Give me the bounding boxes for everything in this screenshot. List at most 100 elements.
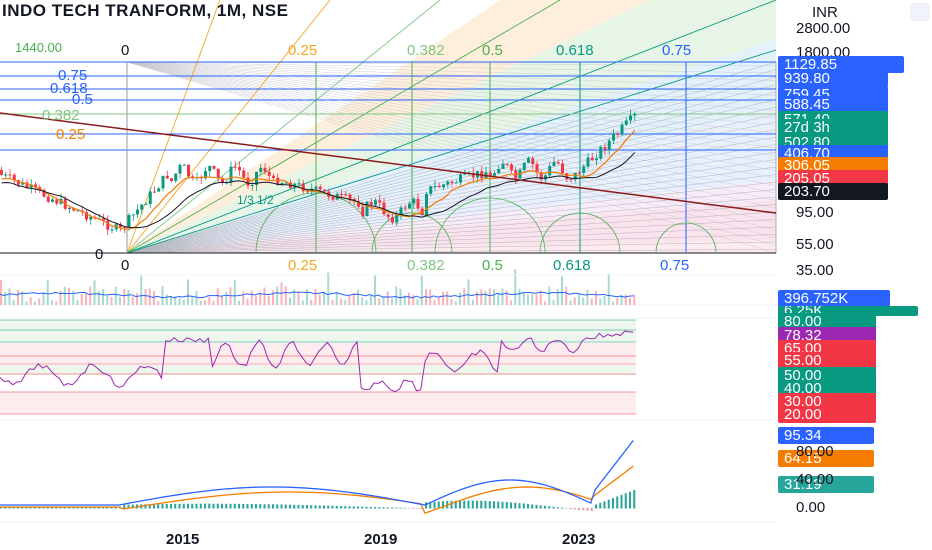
candle	[488, 172, 492, 176]
fan-line	[126, 61, 777, 134]
macd-histogram	[187, 503, 189, 509]
volume-bar	[391, 298, 393, 305]
fan-line	[126, 196, 777, 254]
macd-histogram	[569, 508, 572, 510]
currency-label[interactable]: INR	[812, 4, 838, 21]
candle	[297, 183, 301, 185]
macd-histogram	[612, 498, 614, 509]
macd-histogram	[250, 503, 253, 509]
fib-arc	[539, 212, 621, 254]
fan-line	[126, 61, 777, 179]
macd-histogram	[505, 502, 508, 509]
fib-time-label-top: 0.382	[407, 42, 445, 59]
fib-time-label-bottom: 0.75	[660, 257, 690, 274]
fan-line	[126, 189, 777, 254]
symbol-title[interactable]: INDO TECH TRANFORM, 1M, NSE	[2, 1, 289, 20]
volume-bar	[250, 290, 253, 305]
fan-line	[126, 61, 777, 246]
volume-ma-line	[0, 291, 634, 299]
macd-histogram	[221, 503, 223, 509]
rsi-tag: 50.00	[778, 367, 876, 384]
fib-time-label-bottom: 0.25	[288, 257, 318, 274]
candle	[127, 215, 131, 228]
macd-histogram	[480, 500, 483, 509]
volume-bar	[153, 291, 155, 305]
volume-bar	[293, 289, 296, 305]
candle	[357, 201, 360, 207]
volume-bar	[510, 300, 512, 305]
macd-histogram	[157, 504, 160, 509]
candle	[187, 164, 190, 177]
macd-histogram	[416, 508, 419, 509]
volume-bar	[382, 296, 385, 305]
candle	[229, 166, 233, 183]
candle	[471, 172, 475, 178]
macd-histogram	[395, 507, 398, 509]
candle	[174, 173, 178, 181]
macd-histogram	[297, 504, 300, 509]
volume-bar	[420, 275, 423, 305]
candle	[216, 168, 220, 179]
candle	[267, 171, 271, 176]
volume-bar	[233, 280, 236, 305]
fan-line	[126, 61, 777, 209]
macd-histogram	[535, 504, 538, 509]
candle	[629, 115, 632, 121]
macd-histogram	[357, 506, 359, 509]
fan-line	[126, 61, 777, 194]
macd-histogram	[518, 503, 521, 509]
candle	[212, 165, 216, 169]
fib-time-label-bottom: 0.382	[407, 257, 445, 274]
candle	[522, 162, 526, 170]
volume-bar	[306, 289, 308, 305]
macd-histogram	[174, 503, 177, 509]
candle	[25, 182, 29, 188]
macd-histogram	[204, 503, 206, 509]
macd-histogram	[386, 507, 389, 509]
candle	[505, 163, 509, 165]
volume-sub-tag: 6.25K	[778, 306, 918, 316]
volume-bar	[544, 301, 546, 305]
macd-histogram	[178, 503, 181, 509]
volume-bar	[229, 287, 232, 305]
candle	[42, 189, 46, 197]
macd-histogram	[131, 504, 134, 509]
fan-line	[126, 159, 777, 254]
macd-histogram	[633, 490, 636, 509]
volume-bar	[93, 280, 96, 305]
fib-time-label-bottom: 0.618	[553, 257, 591, 274]
rsi-tag: 80.00	[778, 313, 876, 330]
rsi-zone	[0, 365, 636, 375]
fan-line	[126, 99, 777, 254]
volume-bar	[514, 269, 517, 305]
macd-histogram	[284, 504, 287, 509]
macd-histogram	[582, 508, 585, 511]
candle	[0, 170, 3, 175]
candle	[340, 194, 343, 196]
candle	[437, 185, 441, 188]
candle	[89, 216, 93, 220]
candle	[454, 182, 458, 184]
volume-bar	[8, 288, 11, 305]
fib-time-label-bottom: 0	[121, 257, 130, 274]
fan-line	[126, 61, 777, 119]
volume-bar	[446, 291, 449, 305]
candle	[221, 178, 224, 183]
volume-bar	[272, 290, 274, 305]
volume-bar	[199, 300, 202, 305]
volume-bar	[276, 286, 279, 305]
macd-histogram	[382, 507, 385, 509]
fan-line	[126, 211, 777, 254]
candle	[450, 181, 454, 183]
settings-button[interactable]	[910, 3, 930, 21]
macd-histogram	[225, 503, 228, 509]
volume-bar	[187, 279, 189, 305]
volume-bar	[412, 295, 415, 305]
price-axis-label: 95.00	[796, 204, 834, 221]
candle	[493, 173, 496, 176]
volume-bar	[552, 300, 555, 305]
candle	[276, 177, 280, 185]
volume-bar	[165, 294, 168, 305]
volume-bar	[0, 280, 2, 305]
